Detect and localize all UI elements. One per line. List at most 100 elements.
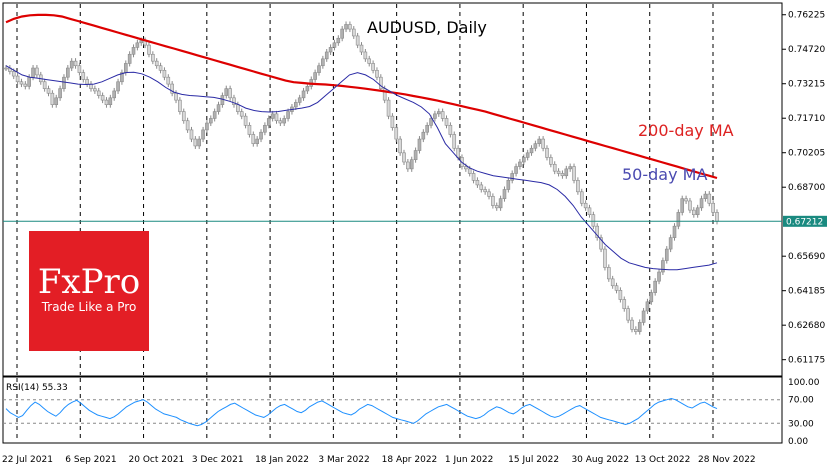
price-candle-body: [688, 200, 692, 211]
price-candle-body: [661, 260, 665, 273]
price-candle-body: [467, 168, 472, 174]
price-candle-body: [375, 70, 379, 78]
price-candle-body: [232, 97, 236, 105]
rsi-line: [5, 397, 718, 427]
y-tick-label: 0.68700: [788, 183, 825, 193]
fxpro-logo: FxPro Trade Like a Pro: [29, 231, 149, 351]
price-candle-body: [251, 134, 256, 144]
price-candle-body: [11, 71, 16, 77]
price-candle-body: [216, 104, 221, 112]
price-candle-body: [220, 95, 225, 105]
x-tick-label: 28 Nov 2022: [698, 455, 756, 465]
price-candle-body: [471, 173, 476, 181]
price-candle-body: [100, 95, 105, 101]
x-tick-label: 22 Jul 2021: [2, 455, 53, 465]
price-candle-body: [181, 111, 186, 122]
price-candle-body: [4, 67, 8, 70]
price-candle-body: [518, 161, 522, 167]
price-candle-body: [112, 90, 116, 99]
price-candle-body: [313, 72, 317, 80]
price-candle-body: [560, 173, 565, 177]
price-candle-body: [23, 83, 28, 87]
price-candle-body: [147, 44, 151, 55]
price-candle-body: [367, 58, 372, 64]
price-candle-body: [425, 125, 429, 133]
price-candle-body: [707, 193, 712, 204]
price-candle-body: [514, 166, 518, 174]
y-axis-ticks: 0.76225 0.74720 0.73215 0.71710 0.70205 0.687…: [782, 11, 825, 366]
price-candle-body: [340, 28, 344, 39]
price-candle-body: [537, 138, 542, 144]
price-candle-body: [259, 131, 263, 140]
price-candle-body: [533, 143, 538, 149]
y-tick-label: 0.76225: [788, 11, 825, 21]
price-candle-body: [630, 319, 634, 330]
price-candle-body: [587, 207, 592, 216]
price-candle-body: [664, 248, 669, 261]
price-candle-body: [66, 67, 70, 78]
price-candle-body: [456, 147, 460, 158]
price-candle-body: [224, 88, 229, 96]
y-tick-label: 0.71710: [788, 114, 825, 124]
price-candle-body: [123, 63, 128, 73]
price-candle-body: [351, 28, 356, 37]
price-candle-body: [440, 111, 445, 119]
price-candle-body: [31, 67, 35, 78]
price-candle-body: [116, 81, 120, 92]
price-candle-body: [491, 196, 495, 206]
price-candle-body: [127, 53, 132, 64]
price-candle-body: [54, 97, 59, 105]
price-candle-body: [151, 53, 155, 62]
rsi-tick-label: 0.00: [788, 437, 808, 447]
price-candle-body: [641, 310, 646, 323]
current-price-tag-bg: [783, 215, 827, 227]
x-axis-ticks: 22 Jul 2021 6 Sep 2021 20 Oct 2021 3 Dec 20…: [2, 455, 756, 465]
price-candle-body: [421, 131, 426, 140]
price-candle-body: [62, 76, 66, 89]
price-candle-body: [626, 308, 630, 321]
price-candle-body: [510, 173, 515, 181]
rsi-tick-label: 30.00: [788, 419, 814, 429]
price-candle-body: [618, 290, 623, 300]
price-candle-body: [680, 198, 685, 213]
price-candle-body: [201, 129, 205, 140]
price-candle-body: [549, 157, 553, 165]
price-candle-body: [464, 166, 468, 170]
price-candle-body: [692, 209, 696, 216]
price-candle-body: [653, 280, 657, 293]
price-candle-body: [197, 138, 202, 147]
rsi-tick-label: 70.00: [788, 396, 814, 406]
rsi-tick-label: 100.00: [788, 378, 820, 388]
price-candle-body: [483, 189, 487, 193]
price-series: [4, 21, 719, 335]
price-candle-body: [402, 152, 406, 163]
y-tick-label: 0.73215: [788, 80, 825, 90]
price-candle-body: [386, 99, 391, 117]
price-candle-body: [359, 44, 364, 53]
price-candle-body: [73, 60, 78, 67]
series-line: [5, 13, 718, 180]
price-candle-body: [266, 118, 271, 126]
x-tick-label: 3 Dec 2021: [192, 455, 244, 465]
price-candle-body: [556, 170, 561, 174]
series-line: [5, 65, 718, 271]
price-candle-body: [162, 70, 167, 78]
price-candle-body: [634, 329, 638, 332]
price-candle-body: [15, 75, 20, 83]
price-candle-body: [282, 118, 287, 124]
price-candle-body: [324, 51, 329, 60]
y-tick-label: 0.64185: [788, 287, 825, 297]
price-candle-body: [579, 191, 584, 204]
price-candle-body: [69, 60, 74, 69]
price-candle-body: [135, 42, 140, 48]
price-candle-body: [139, 40, 144, 44]
price-candle-body: [19, 81, 24, 85]
x-tick-label: 15 Jul 2022: [508, 455, 559, 465]
y-tick-label: 0.74720: [788, 45, 825, 55]
price-candle-body: [417, 138, 422, 151]
price-candle-body: [398, 138, 402, 154]
price-candle-body: [668, 237, 673, 250]
price-candle-body: [278, 120, 283, 124]
y-tick-label: 0.61175: [788, 356, 825, 366]
